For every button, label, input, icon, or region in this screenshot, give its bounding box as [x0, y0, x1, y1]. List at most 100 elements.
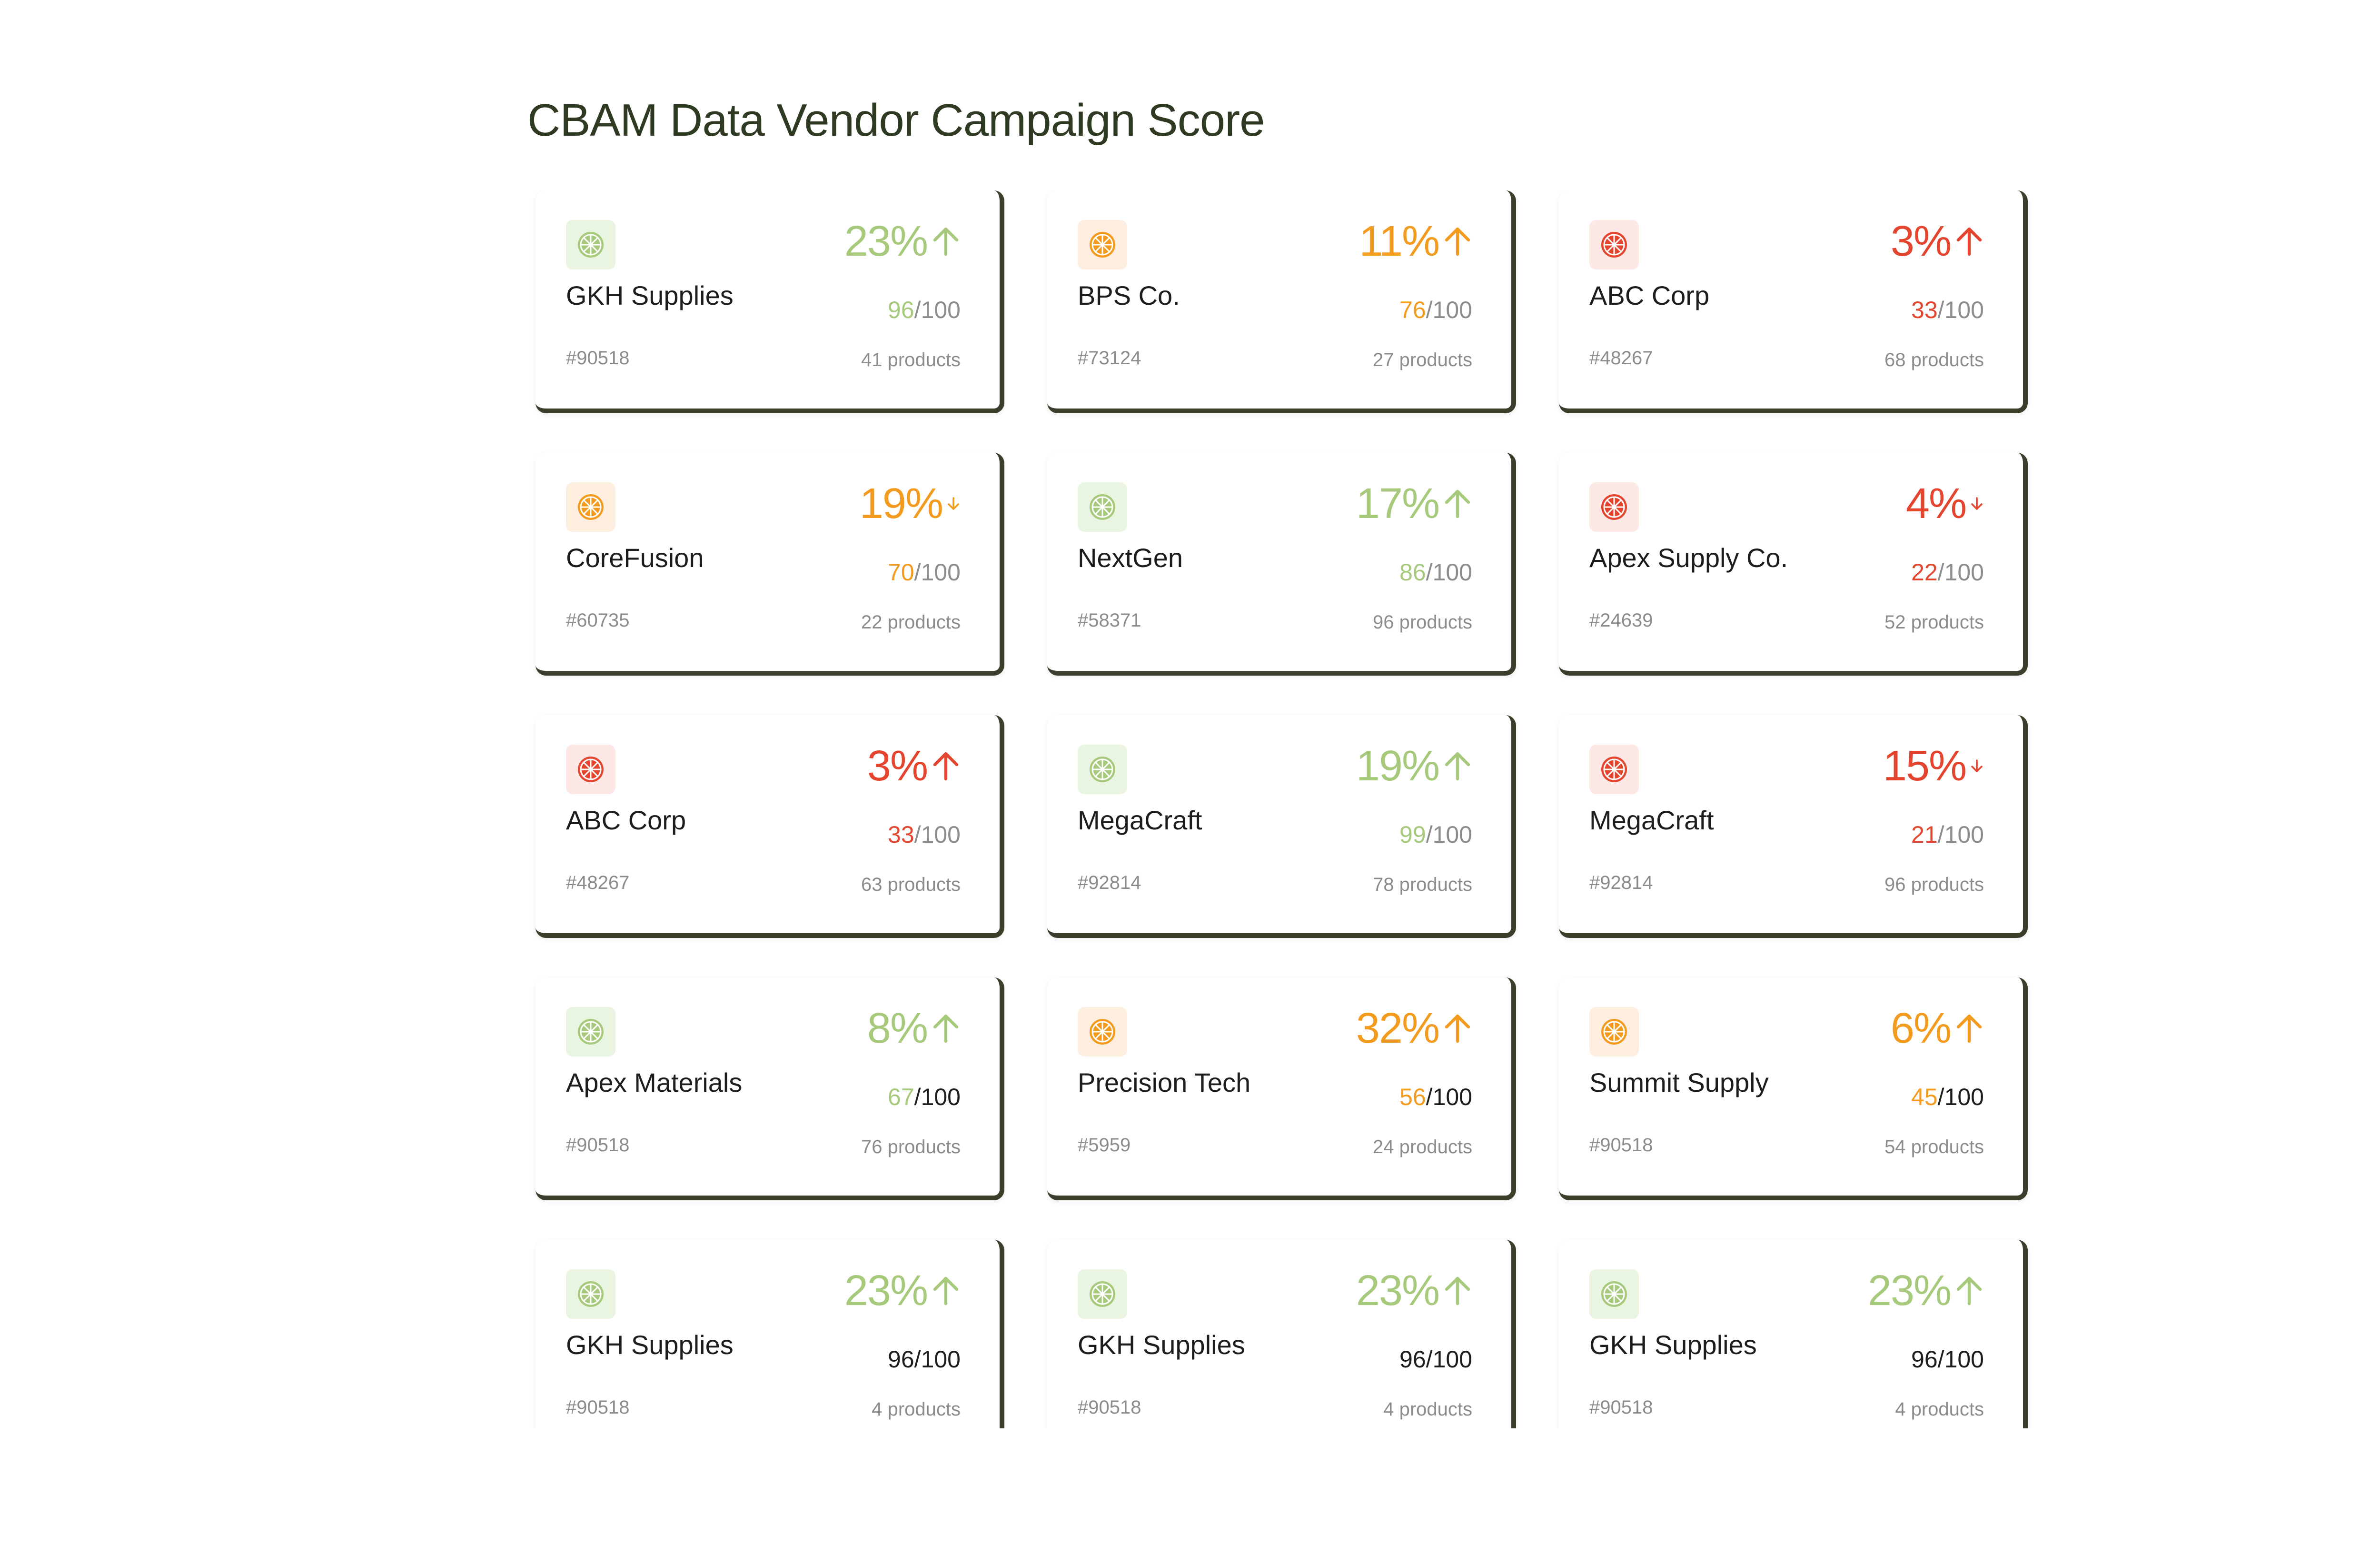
score-total: /100: [1937, 821, 1984, 848]
arrow-up-icon: [1954, 225, 1984, 258]
score-value: 76: [1399, 297, 1426, 323]
product-count: 78 products: [1372, 874, 1472, 895]
campaign-percent-row: 4%: [1906, 482, 1984, 525]
arrow-down-icon: [1970, 495, 1984, 512]
vendor-score: 96/100: [1399, 1346, 1472, 1373]
product-count: 4 products: [872, 1399, 961, 1420]
vendor-card-13[interactable]: GKH Supplies #90518 23% 96/100 4 product…: [536, 1240, 1004, 1428]
vendor-name: NextGen: [1078, 543, 1183, 573]
vendor-card-7[interactable]: ABC Corp #48267 3% 33/100 63 products: [536, 715, 1004, 938]
arrow-down-icon: [946, 495, 961, 512]
arrow-up-icon: [931, 749, 961, 783]
vendor-name: Apex Materials: [566, 1067, 743, 1097]
score-total: /100: [1426, 1084, 1472, 1110]
vendor-card-9[interactable]: MegaCraft #92814 15% 21/100 96 products: [1559, 715, 2028, 938]
vendor-icon-badge: [566, 1007, 615, 1057]
campaign-percent: 23%: [1867, 1267, 1952, 1315]
vendor-card-15[interactable]: GKH Supplies #90518 23% 96/100 4 product…: [1559, 1240, 2028, 1428]
vendor-name: MegaCraft: [1078, 805, 1202, 835]
vendor-score: 86/100: [1399, 558, 1472, 586]
score-value: 56: [1399, 1084, 1426, 1110]
vendor-cards-scroll-area[interactable]: GKH Supplies #90518 23% 96/100 41 produc…: [526, 190, 2035, 1428]
campaign-percent: 8%: [867, 1005, 928, 1052]
vendor-card-5[interactable]: NextGen #58371 17% 86/100 96 products: [1047, 453, 1516, 676]
vendor-card-12[interactable]: Summit Supply #90518 6% 45/100 54 produc…: [1559, 977, 2028, 1200]
score-value: 96: [888, 1346, 914, 1373]
campaign-percent: 23%: [1356, 1267, 1440, 1315]
campaign-percent: 23%: [844, 1267, 928, 1315]
vendor-card-2[interactable]: BPS Co. #73124 11% 76/100 27 products: [1047, 190, 1516, 413]
arrow-up-icon: [1954, 1012, 1984, 1045]
citrus-slice-icon: [1601, 757, 1627, 782]
campaign-percent-row: 23%: [844, 1269, 961, 1312]
product-count: 63 products: [861, 874, 961, 895]
product-count: 24 products: [1372, 1136, 1472, 1157]
campaign-percent: 19%: [859, 480, 943, 528]
vendor-icon-badge: [1078, 1269, 1127, 1319]
campaign-percent-row: 3%: [1891, 220, 1984, 263]
arrow-up-icon: [931, 1274, 961, 1307]
vendor-card-10[interactable]: Apex Materials #90518 8% 67/100 76 produ…: [536, 977, 1004, 1200]
score-value: 96: [1911, 1346, 1938, 1373]
vendor-icon-badge: [1589, 1269, 1639, 1319]
vendor-card-11[interactable]: Precision Tech #5959 32% 56/100 24 produ…: [1047, 977, 1516, 1200]
vendor-card-6[interactable]: Apex Supply Co. #24639 4% 22/100 52 prod…: [1559, 453, 2028, 676]
product-count: 76 products: [861, 1136, 961, 1157]
vendor-card-4[interactable]: CoreFusion #60735 19% 70/100 22 products: [536, 453, 1004, 676]
vendor-card-14[interactable]: GKH Supplies #90518 23% 96/100 4 product…: [1047, 1240, 1516, 1428]
vendor-name: MegaCraft: [1589, 805, 1714, 835]
citrus-slice-icon: [1601, 232, 1627, 258]
campaign-percent-row: 3%: [867, 745, 961, 787]
product-count: 68 products: [1884, 349, 1984, 370]
score-total: /100: [914, 821, 961, 848]
vendor-name: Apex Supply Co.: [1589, 543, 1788, 573]
score-value: 67: [888, 1084, 914, 1110]
citrus-slice-icon: [578, 232, 604, 258]
vendor-name: GKH Supplies: [566, 1330, 734, 1360]
score-total: /100: [1937, 1084, 1984, 1110]
citrus-slice-icon: [1090, 1281, 1115, 1307]
campaign-percent-row: 11%: [1359, 220, 1472, 263]
vendor-score: 99/100: [1399, 821, 1472, 848]
vendor-id: #5959: [1078, 1135, 1131, 1156]
vendor-name: Summit Supply: [1589, 1067, 1769, 1097]
score-total: /100: [1937, 559, 1984, 586]
campaign-percent: 17%: [1356, 480, 1440, 528]
product-count: 27 products: [1372, 349, 1472, 370]
vendor-score: 67/100: [888, 1083, 961, 1111]
vendor-icon-badge: [1589, 482, 1639, 532]
vendor-card-3[interactable]: ABC Corp #48267 3% 33/100 68 products: [1559, 190, 2028, 413]
vendor-id: #90518: [1589, 1135, 1653, 1156]
campaign-percent: 6%: [1890, 1005, 1952, 1052]
citrus-slice-icon: [1090, 232, 1115, 258]
vendor-card-8[interactable]: MegaCraft #92814 19% 99/100 78 products: [1047, 715, 1516, 938]
arrow-up-icon: [931, 225, 961, 258]
vendor-card-1[interactable]: GKH Supplies #90518 23% 96/100 41 produc…: [536, 190, 1004, 413]
score-total: /100: [914, 1346, 961, 1373]
vendor-id: #58371: [1078, 610, 1141, 631]
arrow-up-icon: [1443, 749, 1472, 783]
vendor-name: ABC Corp: [1589, 280, 1710, 310]
campaign-percent: 3%: [867, 742, 928, 790]
score-total: /100: [1426, 1346, 1472, 1373]
vendor-card-grid: GKH Supplies #90518 23% 96/100 41 produc…: [526, 190, 2035, 1428]
vendor-score: 70/100: [888, 558, 961, 586]
score-value: 86: [1399, 559, 1426, 586]
arrow-up-icon: [1443, 225, 1472, 258]
score-total: /100: [1426, 559, 1472, 586]
vendor-id: #90518: [566, 1135, 630, 1156]
vendor-id: #90518: [566, 1397, 630, 1418]
arrow-down-icon: [1970, 758, 1984, 775]
vendor-score: 56/100: [1399, 1083, 1472, 1111]
campaign-percent: 19%: [1356, 742, 1440, 790]
vendor-name: GKH Supplies: [566, 280, 734, 310]
vendor-name: GKH Supplies: [1589, 1330, 1757, 1360]
citrus-slice-icon: [578, 494, 604, 520]
vendor-icon-badge: [566, 482, 615, 532]
score-value: 33: [888, 821, 914, 848]
citrus-slice-icon: [1601, 494, 1627, 520]
vendor-icon-badge: [566, 745, 615, 794]
vendor-name: Precision Tech: [1078, 1067, 1251, 1097]
score-value: 22: [1911, 559, 1938, 586]
vendor-score: 33/100: [1911, 296, 1984, 324]
